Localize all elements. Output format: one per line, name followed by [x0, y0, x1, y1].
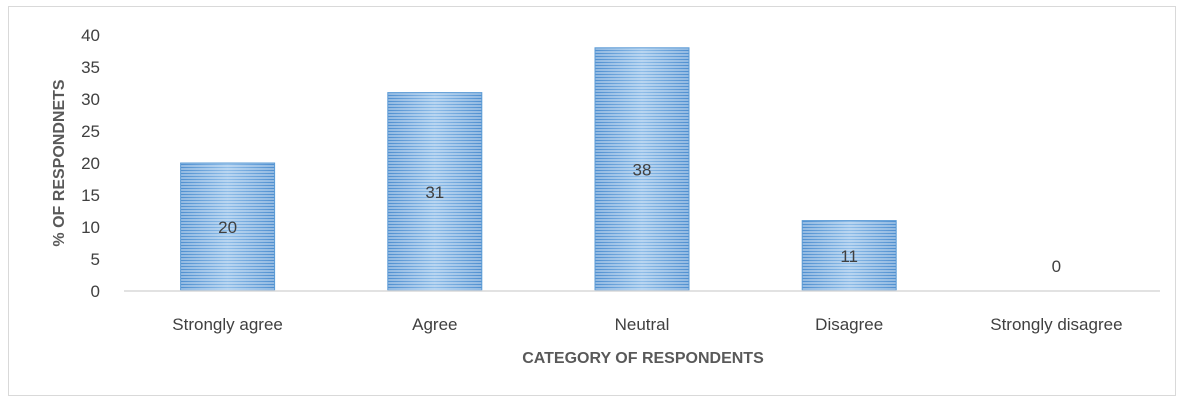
y-tick-label: 0: [91, 282, 100, 301]
y-tick-label: 40: [81, 26, 100, 45]
category-label: Disagree: [815, 315, 883, 334]
bar: [180, 162, 276, 292]
data-label: 20: [218, 218, 237, 237]
category-label: Strongly agree: [172, 315, 283, 334]
y-axis-title: % OF RESPONDNETS: [51, 79, 68, 246]
y-axis-ticks: 0 5 10 15 20 25 30 35 40: [81, 26, 100, 301]
data-label: 38: [633, 160, 652, 179]
y-tick-label: 5: [91, 250, 100, 269]
y-tick-label: 20: [81, 154, 100, 173]
y-tick-label: 30: [81, 90, 100, 109]
bar: [387, 92, 483, 292]
y-tick-label: 35: [81, 58, 100, 77]
data-label: 31: [425, 183, 444, 202]
x-axis-title: CATEGORY OF RESPONDENTS: [522, 350, 764, 367]
category-label: Agree: [412, 315, 457, 334]
category-label: Neutral: [615, 315, 670, 334]
y-tick-label: 10: [81, 218, 100, 237]
data-label: 11: [840, 247, 858, 266]
y-tick-label: 25: [81, 122, 100, 141]
data-label: 0: [1052, 257, 1061, 276]
category-label: Strongly disagree: [990, 315, 1122, 334]
category-labels-group: Strongly agree Agree Neutral Disagree Strong…: [172, 315, 1122, 334]
data-labels-group: 20 31 38 11 0: [218, 160, 1061, 276]
bars-group: [180, 47, 897, 292]
bar: [801, 220, 897, 292]
bar: [594, 47, 690, 292]
y-tick-label: 15: [81, 186, 100, 205]
